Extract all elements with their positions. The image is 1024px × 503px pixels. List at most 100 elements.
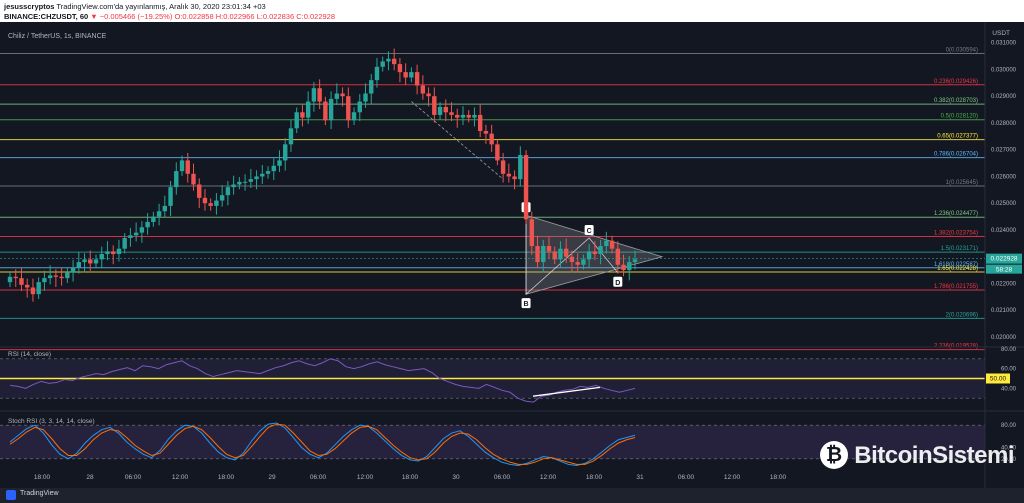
candle-body [552, 251, 557, 260]
time-tick: 18:00 [770, 474, 787, 481]
fib-label: 0.65(0.027377) [937, 134, 978, 140]
candle-body [334, 93, 340, 99]
candle-body [231, 184, 236, 188]
candle-body [409, 72, 414, 78]
candle-body [374, 66, 380, 81]
candle-body [168, 187, 173, 206]
time-tick: 18:00 [586, 474, 603, 481]
candle-body [42, 278, 47, 283]
candle-body [391, 58, 397, 65]
candle-body [93, 259, 99, 264]
price-chart[interactable]: 0(0.030594) 0.236(0.029426) 0.382(0.028703… [0, 22, 1024, 488]
rsi-line [9, 358, 636, 403]
candle-body [437, 106, 443, 115]
symbol-name[interactable]: BINANCE:CHZUSDT, 60 [4, 12, 89, 21]
candle-body [151, 216, 156, 222]
candle-body [156, 211, 162, 217]
candle-body [323, 101, 328, 121]
fib-label: 0.5(0.028120) [941, 114, 978, 120]
candle-body [615, 248, 620, 265]
candle-body [294, 112, 299, 129]
candle-body [214, 200, 219, 206]
candle-body [477, 114, 483, 131]
candle-body [581, 259, 586, 265]
candle-body [386, 58, 391, 62]
candle-body [65, 272, 70, 279]
author-name[interactable]: jesusscryptos [4, 2, 55, 11]
candle-body [397, 64, 403, 73]
candle-body [426, 93, 431, 97]
candle-body [133, 232, 139, 236]
pattern-point-label: D [615, 280, 620, 287]
chart-title: Chiliz / TetherUS, 1s, BINANCE [8, 33, 107, 40]
candle-body [30, 287, 36, 295]
last-price-value: 0.022928 [990, 256, 1017, 263]
fib-label: 0.236(0.029426) [934, 79, 978, 85]
symbol-info: BINANCE:CHZUSDT, 60 ▼ −0.005466 (−19.25%… [4, 12, 335, 21]
candle-body [535, 246, 540, 263]
candle-body [541, 246, 546, 263]
price-tick: 0.029000 [991, 94, 1017, 100]
candle-body [47, 275, 53, 279]
fib-label: 1.5(0.023171) [941, 246, 978, 252]
stoch-tick: 40.00 [1001, 446, 1017, 452]
candle-body [609, 240, 615, 249]
time-tick: 18:00 [34, 474, 51, 481]
fib-label: 0.382(0.028703) [934, 98, 978, 104]
candle-body [414, 72, 420, 86]
rsi-pane: RSI (14, close) 80.00 60.00 40.00 50.00 [0, 346, 1024, 403]
candle-body [191, 173, 196, 185]
candle-body [563, 248, 569, 257]
candle-body [237, 181, 242, 185]
candle-body [351, 112, 357, 121]
candle-body [300, 112, 305, 118]
candle-body [76, 262, 82, 268]
axes: 0.031000 0.030000 0.029000 0.028000 0.027000… [0, 22, 1022, 488]
candle-body [346, 96, 351, 121]
time-tick: 06:00 [678, 474, 695, 481]
candle-body [59, 276, 64, 279]
time-tick: 12:00 [724, 474, 741, 481]
candle-body [483, 130, 489, 134]
fib-label: 1(0.025645) [946, 180, 978, 186]
candle-body [586, 251, 592, 260]
stoch-tick: 80.00 [1001, 423, 1017, 429]
pattern-path [525, 215, 619, 296]
candle-body [53, 275, 59, 277]
candle-body [512, 176, 517, 180]
candle-body [36, 282, 41, 295]
fib-label: 0(0.030594) [946, 48, 978, 54]
price-tick: 0.022000 [991, 281, 1017, 287]
tradingview-brand[interactable]: TradingView [20, 490, 59, 497]
price-tick: 0.027000 [991, 148, 1017, 154]
candle-body [271, 165, 276, 172]
candle-body [111, 251, 116, 255]
time-tick: 18:00 [218, 474, 235, 481]
candle-body [197, 184, 202, 198]
price-tick: 0.030000 [991, 67, 1017, 73]
candle-body [495, 144, 500, 161]
time-tick: 29 [268, 474, 276, 481]
candle-body [432, 96, 437, 115]
candle-body [357, 101, 362, 113]
candle-body [277, 160, 282, 166]
candle-body [317, 88, 322, 102]
chart-header: jesusscryptos TradingView.com'da yayınla… [0, 0, 1024, 22]
fib-label: 1.65(0.022428) [937, 266, 978, 272]
candle-body [162, 205, 168, 212]
fib-label: 1.382(0.023754) [934, 231, 978, 237]
candle-body [311, 88, 317, 102]
candles [7, 48, 638, 302]
bitcoin-logo-icon: ₿ [820, 441, 848, 469]
candle-body [288, 128, 294, 145]
countdown-tag [986, 264, 1022, 274]
time-tick: 06:00 [310, 474, 327, 481]
candle-body [174, 171, 179, 188]
stoch-tick: 20.00 [1001, 457, 1017, 463]
pattern-point-label: B [524, 301, 529, 308]
fib-label: 1.618(0.022587) [934, 262, 978, 268]
candle-body [403, 72, 408, 78]
candle-body [518, 155, 523, 180]
candle-body [598, 246, 603, 255]
candle-body [380, 61, 385, 67]
